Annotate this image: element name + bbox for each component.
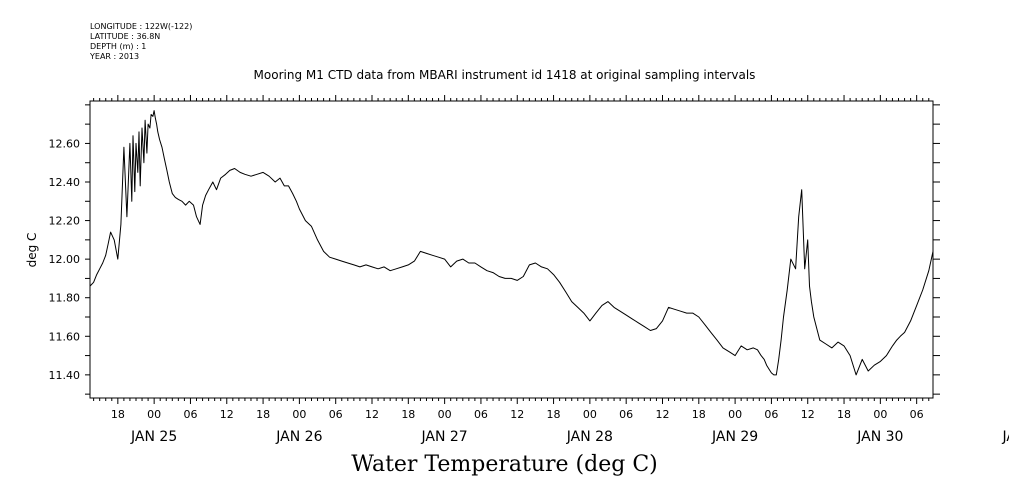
x-hour-label: 00 <box>292 408 306 421</box>
x-hour-label: 18 <box>256 408 270 421</box>
x-hour-label: 18 <box>837 408 851 421</box>
x-hour-label: 12 <box>801 408 815 421</box>
x-hour-label: 00 <box>147 408 161 421</box>
x-hour-label: 18 <box>547 408 561 421</box>
x-day-label: JAN 27 <box>421 429 468 445</box>
y-tick-label: 11.80 <box>49 292 81 305</box>
x-tick-labels: 18 00 06 12 18 00 06 12 18 00 06 12 18 00 06 12 18 00 06 12… <box>111 408 1009 445</box>
x-hour-label: 12 <box>510 408 524 421</box>
series-line-water-temperature <box>89 110 934 376</box>
y-tick-labels: 11.40 11.60 11.80 12.00 12.20 12.40 12.60 <box>49 137 81 381</box>
chart-caption: Water Temperature (deg C) <box>351 452 658 477</box>
y-tick-label: 12.60 <box>49 137 81 150</box>
x-day-label: JAN 30 <box>856 429 903 445</box>
x-hour-label: 12 <box>220 408 234 421</box>
x-hour-label: 06 <box>183 408 197 421</box>
x-day-label: JAN 29 <box>711 429 758 445</box>
latitude-label: LATITUDE : 36.8N <box>90 32 161 41</box>
x-hour-label: 06 <box>910 408 924 421</box>
x-hour-label: 06 <box>764 408 778 421</box>
series-group <box>89 110 934 376</box>
longitude-label: LONGITUDE : 122W(-122) <box>90 22 193 31</box>
chart-title: Mooring M1 CTD data from MBARI instrumen… <box>253 68 756 82</box>
x-hour-label: 00 <box>873 408 887 421</box>
x-day-label: JAN 25 <box>130 429 177 445</box>
x-hour-label: 18 <box>692 408 706 421</box>
x-hour-label: 18 <box>111 408 125 421</box>
x-hour-label: 06 <box>329 408 343 421</box>
y-tick-label: 12.20 <box>49 215 81 228</box>
x-hour-label: 06 <box>619 408 633 421</box>
x-day-label: JAN 31 <box>1001 429 1009 445</box>
x-hour-label: 00 <box>438 408 452 421</box>
metadata-block: LONGITUDE : 122W(-122) LATITUDE : 36.8N … <box>90 22 192 62</box>
x-day-label: JAN 28 <box>566 429 613 445</box>
x-hour-label: 00 <box>583 408 597 421</box>
x-hour-label: 12 <box>655 408 669 421</box>
x-hour-label: 06 <box>474 408 488 421</box>
depth-label: DEPTH (m) : 1 <box>90 42 147 51</box>
x-day-label: JAN 26 <box>275 429 322 445</box>
y-tick-label: 11.60 <box>49 330 81 343</box>
x-hour-label: 00 <box>728 408 742 421</box>
y-tick-label: 12.00 <box>49 253 81 266</box>
y-axis-label: deg C <box>25 233 39 268</box>
x-hour-label: 12 <box>365 408 379 421</box>
year-label: YEAR : 2013 <box>90 52 140 61</box>
x-hour-label: 18 <box>401 408 415 421</box>
axis-ticks <box>85 95 940 404</box>
y-tick-label: 11.40 <box>49 369 81 382</box>
y-tick-label: 12.40 <box>49 176 81 189</box>
